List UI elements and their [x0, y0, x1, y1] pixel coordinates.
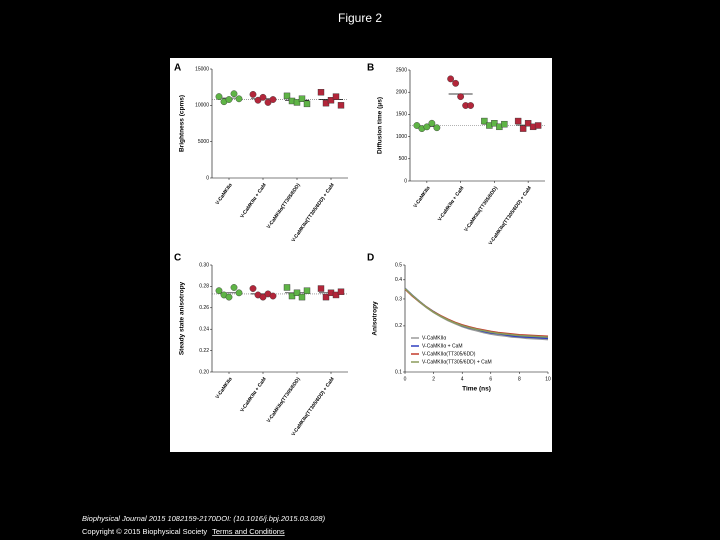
data-point — [283, 284, 291, 291]
x-tick-label: 4 — [461, 376, 464, 382]
data-point — [293, 289, 301, 297]
data-point — [428, 119, 436, 127]
data-point — [337, 102, 345, 109]
data-point — [259, 293, 267, 301]
y-axis-label: Steady state anisotropy — [179, 281, 186, 355]
data-point — [230, 90, 238, 98]
data-point — [225, 96, 233, 103]
data-point — [249, 285, 257, 292]
data-point — [215, 93, 223, 101]
y-axis-label: Anisotropy — [372, 301, 379, 336]
data-point — [303, 100, 311, 108]
data-point — [491, 120, 498, 127]
data-point — [249, 91, 257, 98]
data-point — [332, 291, 340, 299]
y-tick-label: 15000 — [195, 66, 209, 72]
panel-letter: C — [174, 253, 181, 264]
figure-title: Figure 2 — [338, 11, 382, 25]
y-tick-label: 0.2 — [395, 323, 402, 329]
data-point — [317, 285, 325, 292]
x-tick-label: 2 — [432, 376, 435, 382]
data-point — [481, 117, 488, 125]
y-axis-label: Brightness (cpms) — [179, 95, 186, 152]
data-point — [269, 292, 277, 300]
y-tick-label: 0.30 — [199, 262, 209, 268]
y-tick-label: 0.24 — [199, 327, 209, 333]
y-tick-label: 0.22 — [199, 348, 209, 354]
data-point — [534, 122, 542, 129]
y-tick-label: 2000 — [396, 90, 407, 96]
data-point — [259, 93, 267, 101]
y-tick-label: 0.26 — [199, 305, 209, 311]
y-tick-label: 1500 — [396, 112, 407, 118]
data-point — [317, 89, 325, 96]
data-point — [327, 97, 335, 104]
y-tick-label: 500 — [399, 156, 408, 162]
y-axis-label: Diffusion time (μs) — [377, 97, 384, 154]
data-point — [423, 123, 431, 131]
data-point — [235, 95, 243, 103]
x-axis-label: Time (ns) — [462, 386, 491, 393]
legend-label: V-CaMKIIα + CaM — [422, 343, 463, 349]
x-tick-label: 10 — [545, 376, 551, 382]
panel-letter: A — [174, 63, 181, 74]
data-point — [298, 293, 306, 301]
panel-letter: D — [367, 253, 374, 264]
data-point — [283, 92, 291, 100]
citation: Biophysical Journal 2015 1082159-2170DOI… — [82, 514, 326, 523]
x-tick-label: 8 — [518, 376, 521, 382]
data-point — [501, 120, 508, 128]
data-point — [413, 122, 421, 129]
y-tick-label: 0 — [206, 175, 209, 181]
data-point — [332, 93, 340, 100]
data-point — [452, 79, 460, 87]
data-point — [433, 124, 441, 132]
y-tick-label: 0.3 — [395, 296, 402, 302]
y-tick-label: 2500 — [396, 67, 407, 73]
data-point — [298, 95, 306, 102]
copyright-text: Copyright © 2015 Biophysical Society — [82, 527, 207, 536]
y-tick-label: 0 — [404, 178, 407, 184]
data-point — [225, 293, 233, 301]
data-point — [264, 99, 272, 106]
y-tick-label: 1000 — [396, 134, 407, 140]
x-tick-label: 6 — [489, 376, 492, 382]
data-point — [254, 96, 262, 104]
data-point — [235, 289, 243, 297]
data-point — [457, 93, 465, 101]
y-tick-label: 10000 — [195, 103, 209, 109]
y-tick-label: 0.28 — [199, 284, 209, 290]
figure-panel — [170, 58, 552, 452]
data-point — [215, 287, 223, 295]
decay-curve — [404, 287, 549, 338]
data-point — [467, 102, 475, 109]
panel-letter: B — [367, 63, 374, 74]
data-point — [230, 284, 238, 291]
data-point — [269, 96, 277, 103]
y-tick-label: 0.1 — [395, 369, 402, 375]
data-point — [293, 99, 301, 106]
data-point — [514, 117, 522, 125]
data-point — [337, 288, 345, 295]
data-point — [519, 125, 527, 132]
data-point — [288, 292, 296, 300]
x-tick-label: 0 — [404, 376, 407, 382]
data-point — [524, 120, 532, 127]
legend-label: V-CaMKIIα(TT305/6DD) + CaM — [422, 359, 492, 365]
data-point — [447, 75, 455, 83]
y-tick-label: 0.4 — [395, 277, 402, 283]
data-point — [322, 293, 330, 301]
data-point — [303, 287, 311, 294]
legend-label: V-CaMKIIα — [422, 335, 446, 341]
y-tick-label: 0.5 — [395, 262, 402, 268]
copyright: Copyright © 2015 Biophysical Society Ter… — [82, 527, 285, 536]
y-tick-label: 5000 — [198, 139, 209, 145]
legend-label: V-CaMKIIα(TT305/6DD) — [422, 351, 476, 357]
y-tick-label: 0.20 — [199, 369, 209, 375]
terms-link[interactable]: Terms and Conditions — [212, 527, 285, 536]
